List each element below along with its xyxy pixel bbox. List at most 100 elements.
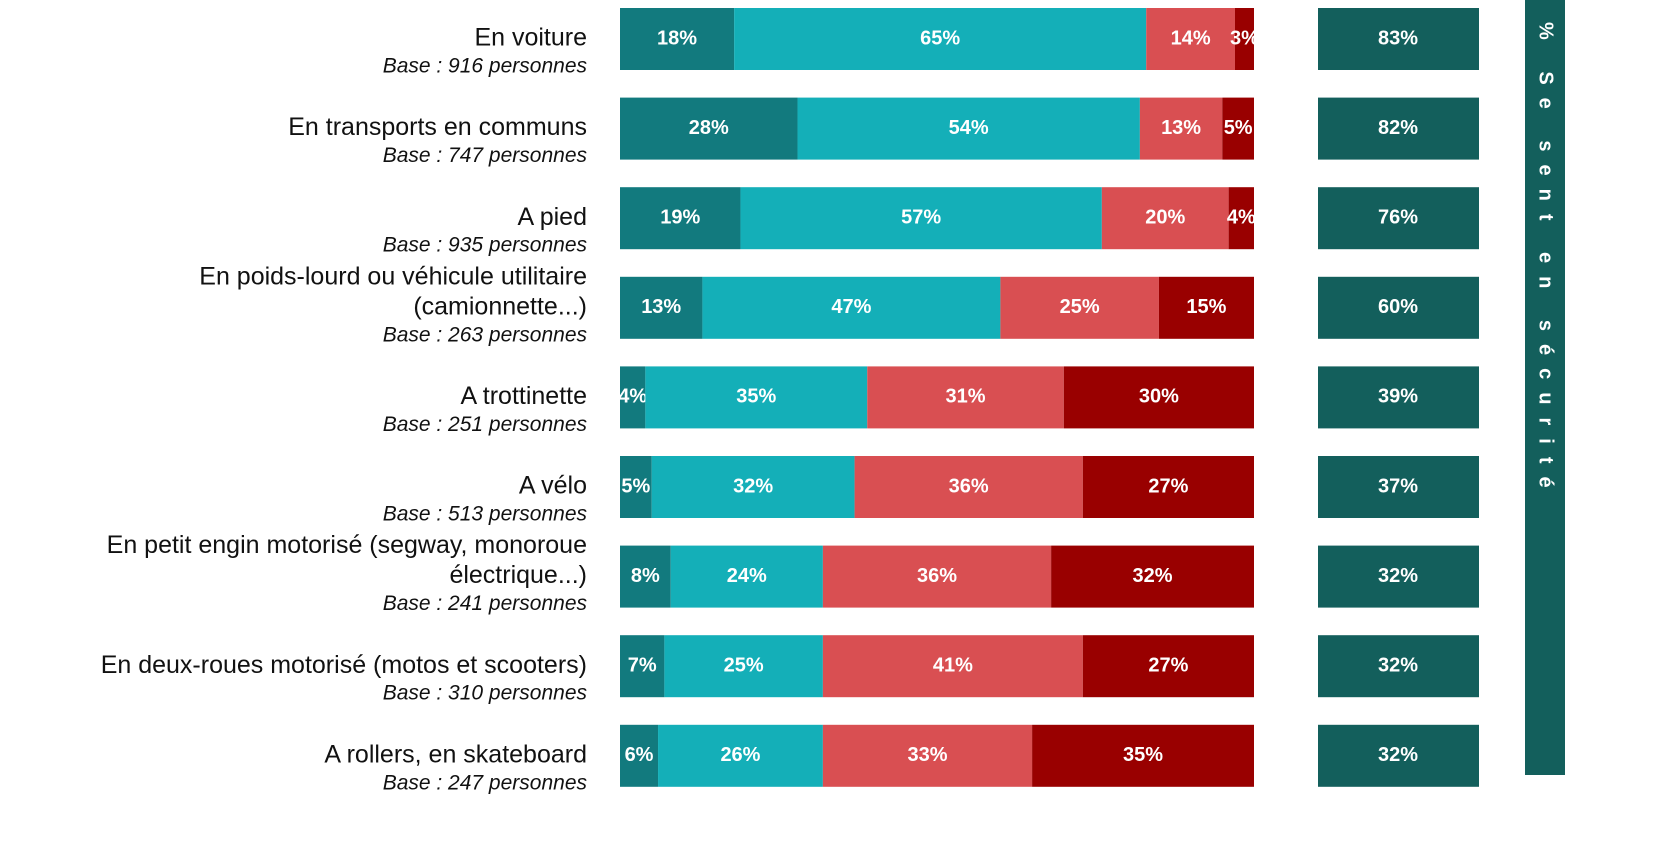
category-label: A trottinette	[461, 382, 587, 410]
total-box	[1318, 724, 1479, 787]
bar-segment	[1000, 276, 1159, 339]
value-label: 4%	[1227, 206, 1256, 228]
value-label: 32%	[1133, 565, 1173, 587]
total-label: 76%	[1378, 206, 1418, 228]
bar-segment	[1082, 635, 1254, 698]
total-box	[1318, 97, 1479, 160]
value-label: 13%	[641, 296, 681, 318]
category-label: En voiture	[474, 24, 587, 52]
value-label: 8%	[631, 565, 660, 587]
bar-segment	[620, 276, 703, 339]
bar-segment	[620, 456, 652, 518]
category-label: (camionnette...)	[413, 292, 587, 320]
value-label: 20%	[1145, 206, 1185, 228]
total-box	[1318, 187, 1479, 250]
bar-segment	[1101, 187, 1229, 250]
value-label: 31%	[946, 386, 986, 408]
total-label: 60%	[1378, 296, 1418, 318]
bar-segment	[620, 545, 671, 608]
bar-segment	[1222, 97, 1254, 160]
value-label: 54%	[949, 117, 989, 139]
bar-segment	[1063, 366, 1254, 429]
value-label: 27%	[1148, 654, 1188, 676]
value-label: 28%	[689, 117, 729, 139]
total-box	[1318, 456, 1479, 518]
side-label: % Se sent en sécurité	[1535, 22, 1557, 501]
bar-segment	[670, 545, 823, 608]
value-label: 26%	[720, 744, 760, 766]
bar-segment	[1146, 8, 1235, 70]
base-label: Base : 263 personnes	[383, 323, 588, 346]
bar-segment	[664, 635, 823, 698]
bar-segment	[620, 8, 735, 70]
category-label: En transports en communs	[288, 113, 587, 141]
bar-segment	[1082, 456, 1254, 518]
total-label: 32%	[1378, 654, 1418, 676]
value-label: 18%	[657, 27, 697, 49]
total-label: 39%	[1378, 386, 1418, 408]
base-label: Base : 247 personnes	[383, 771, 588, 794]
value-label: 19%	[660, 206, 700, 228]
total-label: 83%	[1378, 27, 1418, 49]
value-label: 4%	[618, 386, 647, 408]
bar-segment	[620, 724, 659, 787]
bar-segment	[702, 276, 1001, 339]
category-label: électrique...)	[449, 561, 587, 589]
total-box	[1318, 366, 1479, 429]
value-label: 5%	[621, 475, 650, 497]
total-box	[1318, 276, 1479, 339]
base-label: Base : 916 personnes	[383, 55, 588, 78]
bar-segment	[1158, 276, 1254, 339]
base-label: Base : 935 personnes	[383, 234, 588, 257]
total-box	[1318, 635, 1479, 698]
bar-segment	[620, 187, 741, 250]
bar-segment	[822, 635, 1083, 698]
bar-segment	[797, 97, 1140, 160]
base-label: Base : 513 personnes	[383, 503, 588, 526]
bar-segment	[734, 8, 1147, 70]
value-label: 41%	[933, 654, 973, 676]
bar-segment	[1234, 8, 1254, 70]
value-label: 33%	[907, 744, 947, 766]
total-label: 82%	[1378, 117, 1418, 139]
value-label: 25%	[724, 654, 764, 676]
total-box	[1318, 545, 1479, 608]
base-label: Base : 241 personnes	[383, 592, 588, 615]
bar-segment	[867, 366, 1064, 429]
value-label: 3%	[1230, 27, 1259, 49]
bar-segment	[658, 724, 823, 787]
value-label: 35%	[736, 386, 776, 408]
bar-segment	[645, 366, 868, 429]
total-label: 32%	[1378, 744, 1418, 766]
value-label: 30%	[1139, 386, 1179, 408]
value-label: 57%	[901, 206, 941, 228]
bar-segment	[740, 187, 1102, 250]
bar-segment	[620, 97, 798, 160]
bar-segment	[620, 366, 646, 429]
value-label: 36%	[949, 475, 989, 497]
value-label: 25%	[1060, 296, 1100, 318]
bar-segment	[822, 724, 1033, 787]
base-label: Base : 747 personnes	[383, 144, 588, 167]
value-label: 36%	[917, 565, 957, 587]
value-label: 27%	[1148, 475, 1188, 497]
bar-segment	[822, 545, 1052, 608]
value-label: 5%	[1224, 117, 1253, 139]
value-label: 35%	[1123, 744, 1163, 766]
category-label: A pied	[517, 203, 587, 231]
value-label: 13%	[1161, 117, 1201, 139]
bar-segment	[620, 635, 665, 698]
category-label: En poids-lourd ou véhicule utilitaire	[199, 262, 587, 290]
value-label: 6%	[625, 744, 654, 766]
base-label: Base : 251 personnes	[383, 413, 588, 436]
value-label: 32%	[733, 475, 773, 497]
total-box	[1318, 8, 1479, 70]
category-label: En petit engin motorisé (segway, monorou…	[107, 531, 587, 559]
bar-segment	[1032, 724, 1254, 787]
bar-segment	[1139, 97, 1223, 160]
value-label: 24%	[727, 565, 767, 587]
category-label: A vélo	[519, 472, 587, 500]
value-label: 7%	[628, 654, 657, 676]
bar-segment	[1051, 545, 1254, 608]
